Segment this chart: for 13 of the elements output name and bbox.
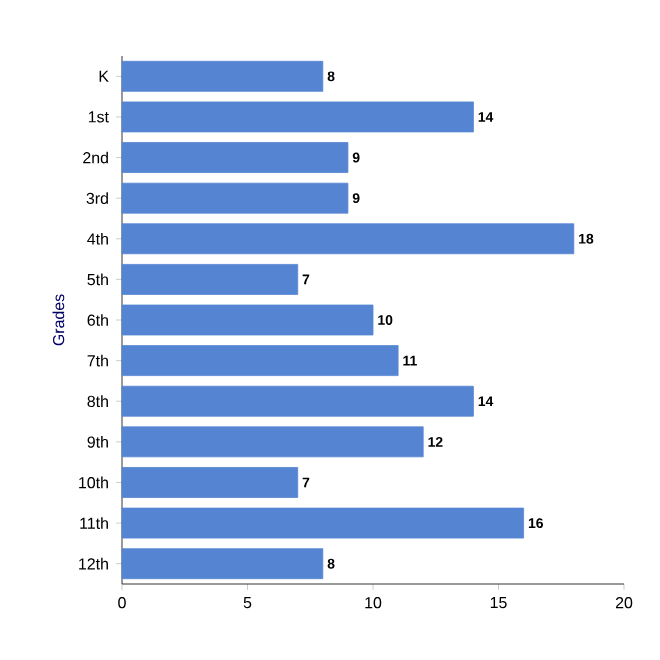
bar xyxy=(121,223,575,255)
bar xyxy=(121,182,349,214)
bar xyxy=(121,304,374,336)
bar xyxy=(121,385,474,417)
bar xyxy=(121,142,349,173)
bar xyxy=(121,60,324,92)
bar xyxy=(121,548,324,580)
bar xyxy=(121,467,299,498)
bar xyxy=(121,426,424,458)
bar xyxy=(121,507,524,539)
bar xyxy=(121,263,299,295)
bar xyxy=(121,101,474,133)
bar xyxy=(121,345,399,377)
